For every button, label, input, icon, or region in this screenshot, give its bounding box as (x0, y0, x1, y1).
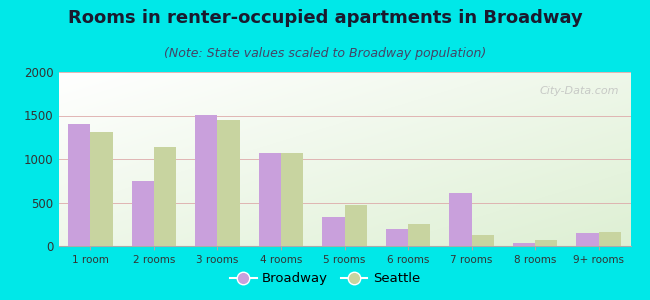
Text: (Note: State values scaled to Broadway population): (Note: State values scaled to Broadway p… (164, 46, 486, 59)
Bar (408, 224, 430, 246)
Bar (535, 240, 558, 246)
Bar (259, 153, 281, 246)
Bar (513, 243, 535, 246)
Bar (154, 147, 176, 246)
Bar (281, 153, 303, 246)
Bar (68, 124, 90, 246)
Bar (599, 232, 621, 246)
Bar (386, 229, 408, 246)
Bar (322, 217, 344, 246)
Bar (195, 115, 217, 246)
Bar (217, 120, 240, 246)
Bar (344, 205, 367, 246)
Text: City-Data.com: City-Data.com (540, 86, 619, 96)
Bar (472, 235, 494, 246)
Bar (449, 193, 472, 246)
Legend: Broadway, Seattle: Broadway, Seattle (225, 267, 425, 290)
Bar (577, 232, 599, 246)
Bar (131, 181, 154, 246)
Text: Rooms in renter-occupied apartments in Broadway: Rooms in renter-occupied apartments in B… (68, 9, 582, 27)
Bar (90, 132, 112, 246)
